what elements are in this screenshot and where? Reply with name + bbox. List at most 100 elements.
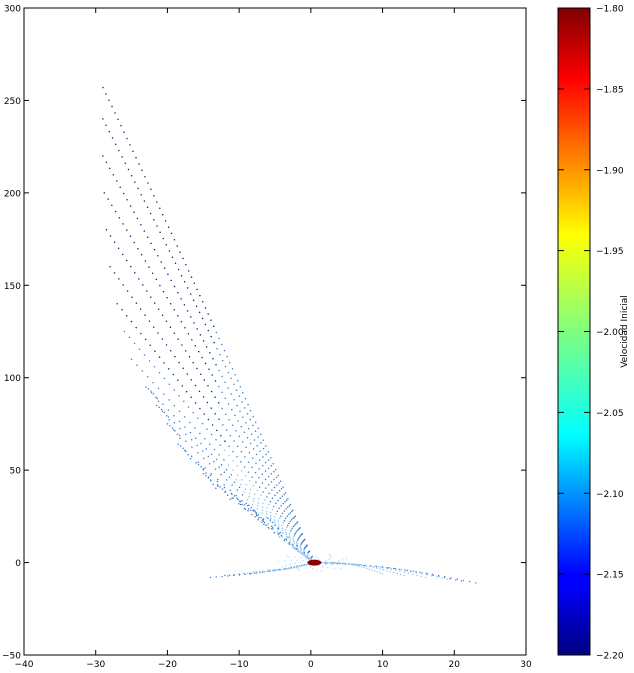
data-point	[376, 571, 378, 573]
data-point	[158, 406, 160, 408]
data-point	[343, 563, 346, 566]
data-point	[386, 570, 388, 572]
data-point	[204, 323, 207, 326]
data-point	[283, 538, 286, 541]
data-point	[271, 527, 274, 529]
data-point	[239, 503, 242, 506]
data-point	[218, 385, 220, 388]
data-point	[193, 282, 196, 284]
data-point	[230, 377, 232, 380]
data-point	[278, 482, 280, 484]
data-point	[128, 336, 131, 339]
data-point	[146, 206, 149, 208]
data-point	[318, 564, 320, 567]
data-point	[199, 432, 201, 435]
data-point	[267, 517, 269, 519]
data-point	[267, 467, 270, 469]
data-point	[203, 413, 205, 415]
data-point	[157, 308, 160, 310]
data-point	[155, 404, 158, 407]
data-point	[149, 344, 151, 347]
data-point	[147, 387, 150, 390]
data-point	[195, 305, 198, 308]
data-point	[251, 572, 253, 574]
data-point	[236, 456, 238, 458]
data-point	[249, 418, 251, 421]
data-point	[173, 404, 176, 407]
data-point	[415, 572, 418, 574]
data-point	[285, 528, 287, 531]
data-point	[227, 575, 229, 577]
data-point	[206, 401, 209, 404]
data-point	[257, 436, 259, 438]
data-point	[296, 529, 299, 532]
data-point	[293, 535, 295, 538]
data-point	[240, 470, 243, 472]
data-point	[276, 530, 279, 533]
data-point	[299, 545, 302, 547]
data-point	[247, 403, 249, 406]
data-point	[265, 487, 267, 489]
data-point	[296, 548, 299, 551]
data-point	[258, 477, 260, 479]
data-point	[239, 483, 242, 486]
data-point	[230, 393, 232, 395]
data-point	[193, 322, 195, 324]
data-point	[156, 225, 158, 227]
data-point	[196, 367, 198, 370]
data-point	[262, 502, 264, 505]
data-point	[127, 168, 130, 171]
data-point	[293, 516, 296, 518]
data-point	[281, 512, 284, 515]
data-point	[287, 555, 289, 558]
data-point	[146, 236, 149, 238]
data-point	[178, 394, 180, 397]
data-point	[455, 579, 457, 581]
data-point	[187, 453, 189, 456]
data-point	[178, 410, 181, 412]
data-point	[274, 524, 277, 526]
data-point	[169, 350, 172, 352]
data-point	[131, 296, 133, 298]
data-point	[190, 455, 193, 457]
data-point	[141, 169, 143, 172]
data-point	[189, 431, 192, 434]
data-point	[285, 531, 287, 533]
data-point	[299, 535, 302, 537]
data-point	[184, 350, 187, 352]
data-point	[207, 455, 210, 458]
data-point	[243, 504, 246, 506]
data-point	[223, 349, 226, 352]
data-point	[195, 437, 197, 439]
data-point	[287, 497, 289, 500]
data-point	[228, 445, 230, 448]
data-point	[282, 486, 284, 488]
data-point	[170, 232, 173, 235]
data-point	[209, 352, 211, 354]
data-point	[420, 575, 422, 577]
data-point	[197, 350, 200, 353]
data-point	[236, 464, 239, 467]
data-point	[290, 529, 292, 531]
data-point	[233, 399, 235, 401]
data-point	[215, 331, 218, 334]
data-point	[249, 442, 252, 445]
data-point	[117, 118, 119, 121]
data-point	[271, 489, 273, 491]
data-point	[146, 290, 148, 292]
data-point	[190, 439, 193, 441]
data-point	[243, 507, 246, 510]
data-point	[179, 437, 181, 440]
data-point	[158, 356, 161, 358]
data-point	[102, 86, 104, 89]
data-point	[245, 483, 247, 486]
data-point	[263, 523, 265, 526]
data-point	[289, 503, 292, 506]
data-point	[177, 443, 179, 446]
data-point	[125, 314, 128, 317]
data-point	[339, 562, 342, 564]
data-point	[255, 511, 257, 514]
data-point	[225, 479, 228, 481]
data-point	[310, 566, 312, 568]
data-point	[207, 477, 210, 479]
